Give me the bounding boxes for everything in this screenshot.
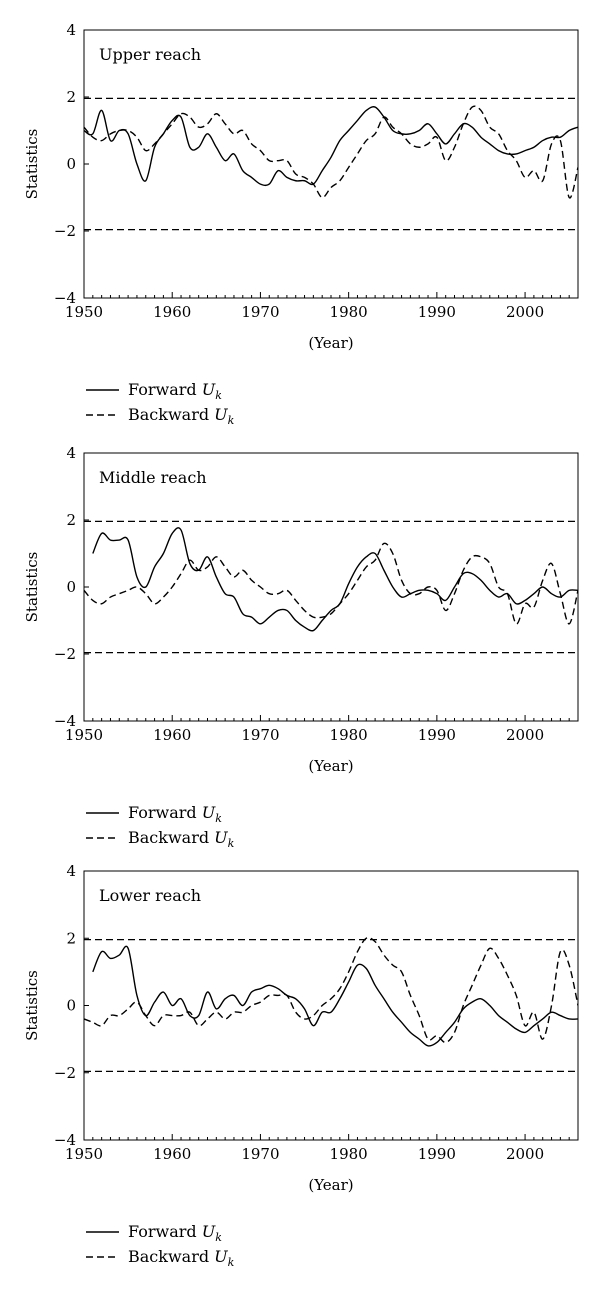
series-line-forward	[84, 106, 578, 187]
y-tick-label: −4	[54, 289, 76, 307]
legend-name: Forward	[128, 1222, 202, 1241]
x-tick-label: 1980	[330, 726, 368, 744]
y-tick-label: 4	[66, 444, 76, 462]
x-tick-label: 1990	[418, 726, 456, 744]
y-axis-title: Statistics	[23, 129, 41, 200]
x-tick-label: 1960	[153, 726, 191, 744]
legend-name-symbol: U	[202, 380, 216, 399]
x-tick-label: 1960	[153, 1145, 191, 1163]
legend-label: Backward Uk	[128, 405, 235, 427]
x-tick-label: 1990	[418, 1145, 456, 1163]
x-tick-label: 1950	[65, 303, 103, 321]
y-axis-title: Statistics	[23, 552, 41, 623]
x-tick-label: 1970	[241, 1145, 279, 1163]
series-line-forward	[92, 945, 578, 1047]
legend-subscript: k	[215, 812, 222, 825]
y-tick-label: 2	[66, 88, 76, 106]
plot-frame	[83, 452, 579, 722]
series-line-backward	[84, 105, 578, 199]
legend-subscript: k	[228, 837, 235, 850]
chart-panel-2: −4 −2 0 2 4 1950 1960 1970 1980 1990 2000 Middle re…	[23, 444, 579, 850]
legend-name: Forward	[128, 380, 202, 399]
legend-name-symbol: U	[202, 1222, 216, 1241]
x-axis-title: (Year)	[308, 334, 353, 352]
series-line-backward	[84, 542, 578, 625]
y-tick-label: 2	[66, 511, 76, 529]
y-tick-label: 4	[66, 21, 76, 39]
panel-title: Lower reach	[99, 886, 201, 905]
legend-subscript: k	[215, 1231, 222, 1244]
y-tick-label: 2	[66, 929, 76, 947]
x-tick-label: 2000	[506, 1145, 544, 1163]
plot-frame	[83, 870, 579, 1141]
y-tick-label: −4	[54, 712, 76, 730]
y-tick-label: 0	[66, 155, 76, 173]
y-tick-label: −2	[54, 222, 76, 240]
legend-name-symbol: U	[214, 405, 228, 424]
legend-label: Backward Uk	[128, 828, 235, 850]
y-tick-label: −4	[54, 1131, 76, 1149]
x-tick-label: 1970	[241, 726, 279, 744]
chart-panel-3: −4 −2 0 2 4 1950 1960 1970 1980 1990 2000 Lower rea…	[23, 862, 579, 1269]
panel-title: Upper reach	[99, 45, 201, 64]
x-tick-label: 2000	[506, 726, 544, 744]
series-line-forward	[92, 527, 578, 632]
legend-label: Forward Uk	[128, 1222, 222, 1244]
legend-name: Backward	[128, 828, 214, 847]
x-tick-label: 1980	[330, 1145, 368, 1163]
y-axis-title: Statistics	[23, 970, 41, 1041]
legend-name: Backward	[128, 1247, 214, 1266]
x-tick-label: 1950	[65, 726, 103, 744]
legend-name-symbol: U	[214, 1247, 228, 1266]
y-tick-label: −2	[54, 645, 76, 663]
legend-name-symbol: U	[202, 803, 216, 822]
y-tick-label: 0	[66, 997, 76, 1015]
legend-subscript: k	[228, 414, 235, 427]
x-tick-label: 1980	[330, 303, 368, 321]
x-tick-label: 1990	[418, 303, 456, 321]
y-tick-label: −2	[54, 1064, 76, 1082]
x-tick-label: 1960	[153, 303, 191, 321]
x-axis-title: (Year)	[308, 1176, 353, 1194]
y-tick-label: 4	[66, 862, 76, 880]
legend-name-symbol: U	[214, 828, 228, 847]
y-tick-label: 0	[66, 578, 76, 596]
chart-panel-1: −4 −2 0 2 4 1950 1960 1970 1980 1990 2000 Upper rea…	[23, 21, 579, 427]
x-tick-label: 1950	[65, 1145, 103, 1163]
panel-title: Middle reach	[99, 468, 207, 487]
legend-name: Forward	[128, 803, 202, 822]
x-tick-label: 1970	[241, 303, 279, 321]
legend-subscript: k	[228, 1256, 235, 1269]
series-line-backward	[84, 936, 578, 1044]
legend-subscript: k	[215, 389, 222, 402]
plot-frame	[83, 29, 579, 299]
legend-label: Forward Uk	[128, 803, 222, 825]
legend-name: Backward	[128, 405, 214, 424]
legend-label: Backward Uk	[128, 1247, 235, 1269]
legend-label: Forward Uk	[128, 380, 222, 402]
x-axis-title: (Year)	[308, 757, 353, 775]
x-tick-label: 2000	[506, 303, 544, 321]
